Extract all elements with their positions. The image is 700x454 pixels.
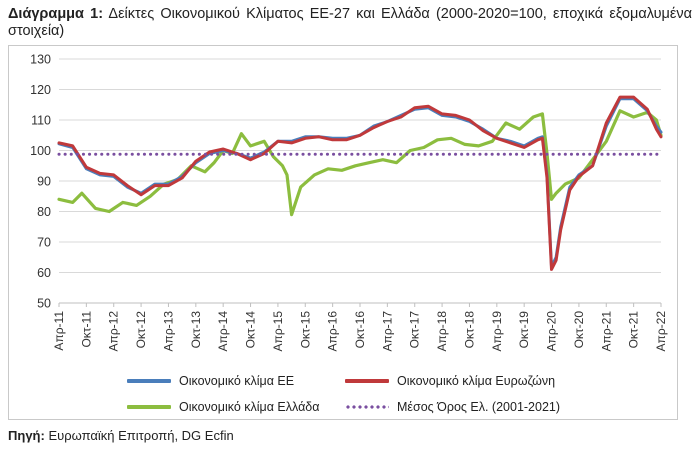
- x-tick-label: Απρ-22: [654, 311, 668, 352]
- grid-lines: [59, 58, 661, 304]
- y-tick-label-120: 120: [30, 83, 51, 97]
- x-tick-label: Απρ-20: [545, 311, 559, 352]
- x-tick-label: Απρ-12: [107, 311, 121, 352]
- x-tick-label: Απρ-18: [435, 311, 449, 352]
- legend-label-ez: Οικονομικό κλίμα Ευρωζώνη: [397, 374, 556, 388]
- y-tick-label-110: 110: [31, 114, 51, 128]
- x-tick-label: Απρ-17: [380, 311, 394, 352]
- title-label: Διάγραμμα 1:: [8, 6, 104, 22]
- y-axis-ticks: 50 60 70 80 90 100 110 120 130: [30, 53, 51, 311]
- legend-swatch-ez: [345, 379, 389, 383]
- y-tick-label-90: 90: [37, 175, 51, 189]
- x-tick-label: Οκτ-15: [298, 311, 312, 349]
- legend-label-eu: Οικονομικό κλίμα ΕΕ: [179, 374, 295, 388]
- x-tick-label: Οκτ-13: [189, 311, 203, 349]
- chart-title: Διάγραμμα 1: Δείκτες Οικονομικού Κλίματο…: [8, 6, 692, 40]
- x-tick-label: Απρ-14: [216, 311, 230, 352]
- y-tick-label-70: 70: [37, 236, 51, 250]
- x-tick-label: Οκτ-21: [627, 311, 641, 349]
- legend-item-avg: Μέσος Όρος Ελ. (2001-2021): [345, 400, 560, 414]
- x-tick-label: Οκτ-16: [353, 311, 367, 349]
- x-tick-label: Απρ-19: [490, 311, 504, 352]
- series-line-gr: [57, 109, 663, 217]
- x-tick-label: Οκτ-17: [408, 311, 422, 349]
- legend-item-ez: Οικονομικό κλίμα Ευρωζώνη: [345, 374, 555, 388]
- legend-label-avg: Μέσος Όρος Ελ. (2001-2021): [397, 400, 561, 414]
- legend-swatch-gr: [127, 405, 171, 409]
- x-tick-label: Απρ-13: [161, 311, 175, 352]
- y-tick-label-60: 60: [37, 266, 51, 280]
- series-line-ez: [57, 95, 663, 271]
- source-note: Πηγή: Ευρωπαϊκή Επιτροπή, DG Ecfin: [8, 428, 234, 443]
- y-tick-label-80: 80: [37, 205, 51, 219]
- x-tick-label: Απρ-15: [271, 311, 285, 352]
- x-tick-label: Οκτ-14: [244, 311, 258, 349]
- legend-swatch-eu: [127, 379, 171, 383]
- x-tick-label: Απρ-21: [599, 311, 613, 352]
- chart-frame: 50 60 70 80 90 100 110 120 130 Απρ-11 Οκτ-11 Απρ-1…: [8, 45, 678, 420]
- y-tick-label-130: 130: [30, 53, 51, 67]
- legend-item-eu: Οικονομικό κλίμα ΕΕ: [127, 374, 294, 388]
- y-tick-label-100: 100: [30, 144, 51, 158]
- source-text: Ευρωπαϊκή Επιτροπή, DG Ecfin: [48, 428, 234, 443]
- x-axis-ticks: Απρ-11 Οκτ-11 Απρ-12 Οκτ-12 Απρ-13 Οκτ-13 Απρ-…: [52, 303, 668, 351]
- title-text: Δείκτες Οικονομικού Κλίματος ΕΕ-27 και Ε…: [8, 6, 692, 39]
- legend-item-gr: Οικονομικό κλίμα Ελλάδα: [127, 400, 320, 414]
- x-tick-label: Οκτ-12: [134, 311, 148, 349]
- x-tick-label: Οκτ-19: [517, 311, 531, 349]
- x-tick-label: Απρ-11: [52, 311, 66, 351]
- x-tick-label: Οκτ-11: [79, 311, 93, 348]
- legend-label-gr: Οικονομικό κλίμα Ελλάδα: [179, 400, 320, 414]
- y-tick-label-50: 50: [37, 297, 51, 311]
- x-tick-label: Απρ-16: [326, 311, 340, 352]
- source-label: Πηγή:: [8, 428, 45, 443]
- legend-swatch-avg: [345, 405, 389, 409]
- x-tick-label: Οκτ-18: [462, 311, 476, 349]
- series-lines: [57, 95, 663, 271]
- x-tick-label: Οκτ-20: [572, 311, 586, 349]
